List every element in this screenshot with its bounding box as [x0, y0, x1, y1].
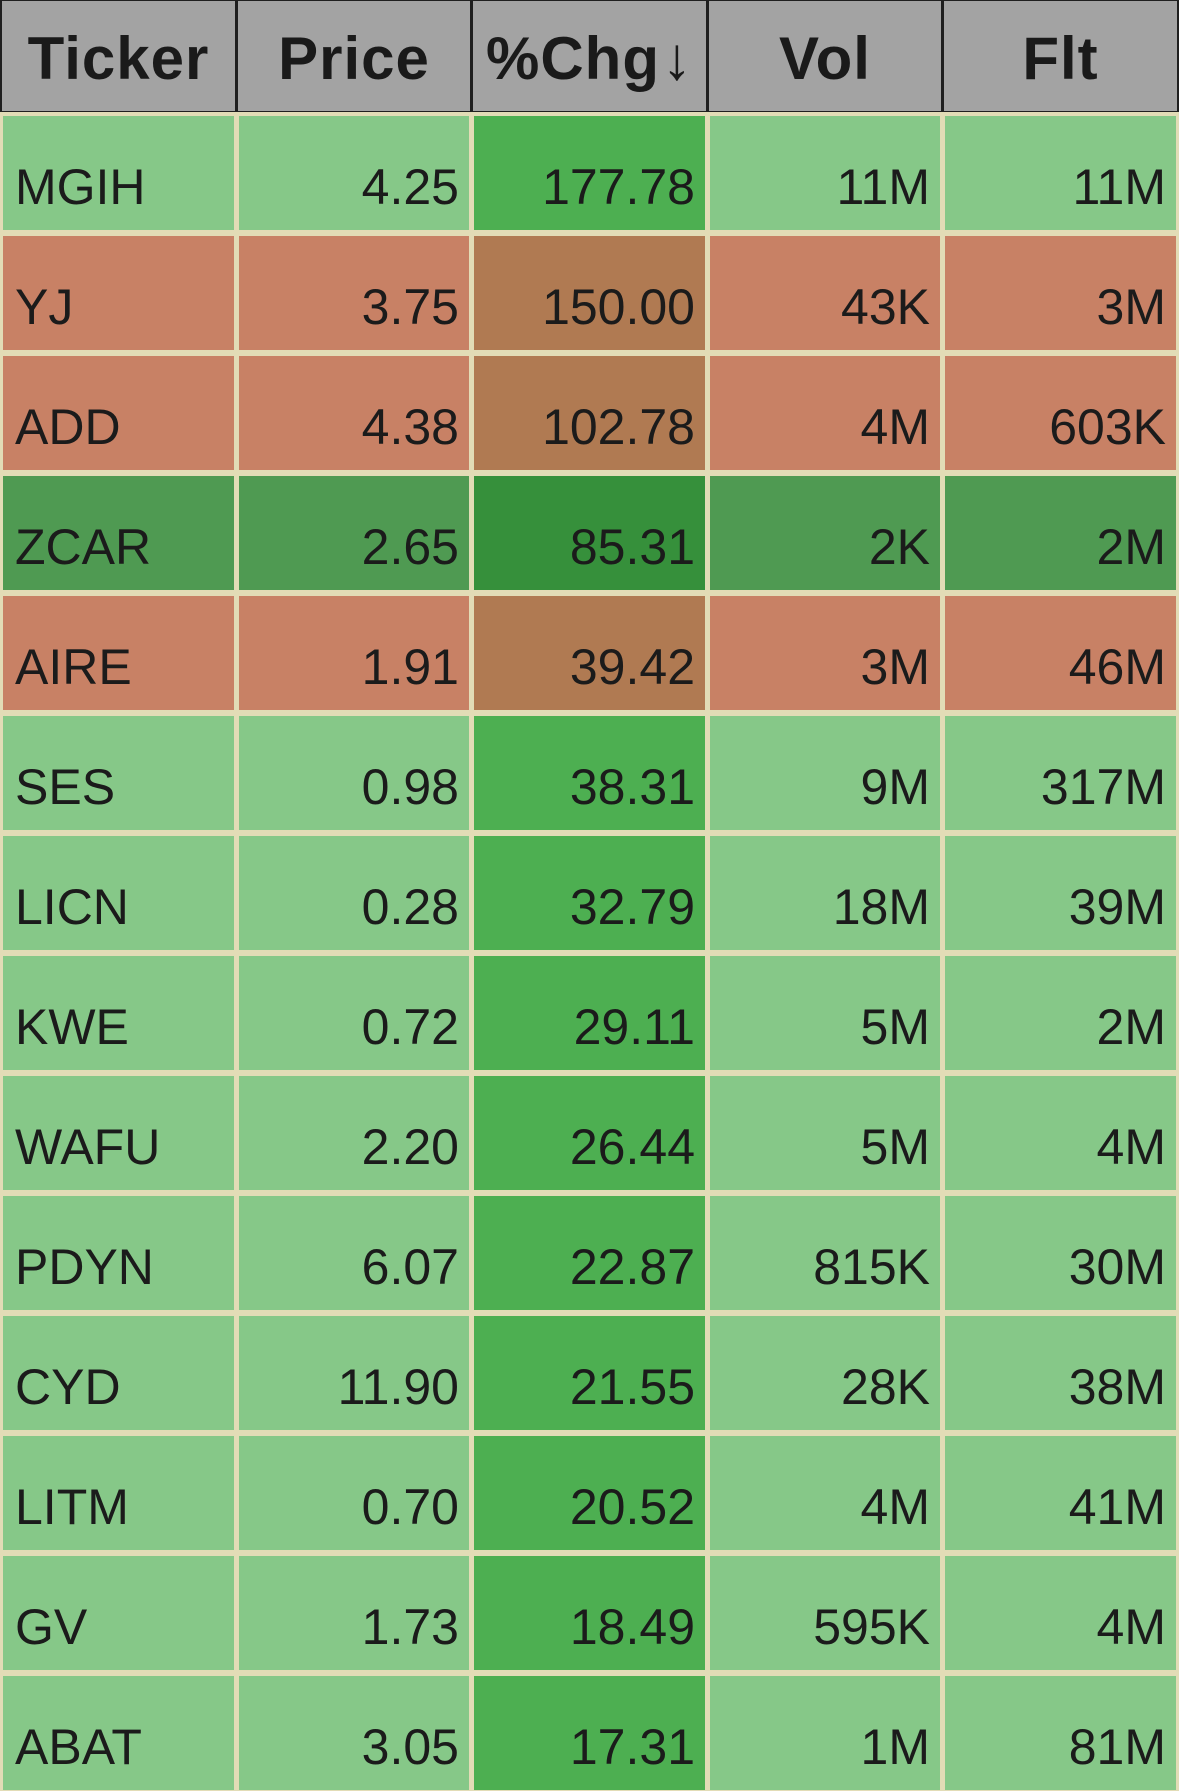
arrow-down-icon: ↓ [661, 24, 693, 92]
column-header-price-label: Price [278, 24, 430, 92]
column-header-ticker-label: Ticker [27, 24, 210, 92]
column-header-ticker[interactable]: Ticker [2, 1, 235, 111]
cell-chg: 177.78 [474, 116, 705, 230]
cell-flt: 2M [945, 956, 1176, 1070]
cell-ticker: PDYN [3, 1196, 234, 1310]
cell-chg: 150.00 [474, 236, 705, 350]
cell-chg: 102.78 [474, 356, 705, 470]
cell-vol: 18M [710, 836, 940, 950]
cell-chg: 22.87 [474, 1196, 705, 1310]
table-row[interactable]: AIRE 1.91 39.42 3M 46M [0, 596, 1179, 710]
cell-flt: 39M [945, 836, 1176, 950]
cell-price: 3.05 [239, 1676, 469, 1790]
cell-price: 6.07 [239, 1196, 469, 1310]
cell-ticker: MGIH [3, 116, 234, 230]
table-row[interactable]: KWE 0.72 29.11 5M 2M [0, 956, 1179, 1070]
cell-vol: 1M [710, 1676, 940, 1790]
table-row[interactable]: PDYN 6.07 22.87 815K 30M [0, 1196, 1179, 1310]
table-row[interactable]: MGIH 4.25 177.78 11M 11M [0, 116, 1179, 230]
column-header-flt-label: Flt [1022, 24, 1099, 92]
cell-price: 1.91 [239, 596, 469, 710]
cell-vol: 2K [710, 476, 940, 590]
cell-vol: 11M [710, 116, 940, 230]
table-row[interactable]: ZCAR 2.65 85.31 2K 2M [0, 476, 1179, 590]
cell-flt: 81M [945, 1676, 1176, 1790]
cell-price: 4.38 [239, 356, 469, 470]
cell-price: 1.73 [239, 1556, 469, 1670]
table-row[interactable]: WAFU 2.20 26.44 5M 4M [0, 1076, 1179, 1190]
cell-vol: 9M [710, 716, 940, 830]
cell-flt: 41M [945, 1436, 1176, 1550]
cell-flt: 46M [945, 596, 1176, 710]
cell-chg: 20.52 [474, 1436, 705, 1550]
cell-price: 4.25 [239, 116, 469, 230]
cell-chg: 17.31 [474, 1676, 705, 1790]
table-row[interactable]: ABAT 3.05 17.31 1M 81M [0, 1676, 1179, 1790]
cell-ticker: YJ [3, 236, 234, 350]
cell-vol: 4M [710, 1436, 940, 1550]
cell-price: 0.28 [239, 836, 469, 950]
table-row[interactable]: SES 0.98 38.31 9M 317M [0, 716, 1179, 830]
table-row[interactable]: CYD 11.90 21.55 28K 38M [0, 1316, 1179, 1430]
cell-ticker: ZCAR [3, 476, 234, 590]
table-row[interactable]: ADD 4.38 102.78 4M 603K [0, 356, 1179, 470]
column-header-flt[interactable]: Flt [944, 1, 1177, 111]
cell-ticker: SES [3, 716, 234, 830]
cell-chg: 21.55 [474, 1316, 705, 1430]
cell-flt: 11M [945, 116, 1176, 230]
cell-ticker: GV [3, 1556, 234, 1670]
cell-flt: 317M [945, 716, 1176, 830]
cell-chg: 26.44 [474, 1076, 705, 1190]
cell-ticker: KWE [3, 956, 234, 1070]
cell-ticker: ADD [3, 356, 234, 470]
cell-ticker: CYD [3, 1316, 234, 1430]
table-row[interactable]: GV 1.73 18.49 595K 4M [0, 1556, 1179, 1670]
column-header-vol[interactable]: Vol [709, 1, 941, 111]
cell-chg: 85.31 [474, 476, 705, 590]
cell-flt: 4M [945, 1556, 1176, 1670]
cell-chg: 18.49 [474, 1556, 705, 1670]
cell-price: 3.75 [239, 236, 469, 350]
cell-price: 11.90 [239, 1316, 469, 1430]
column-header-chg[interactable]: %Chg ↓ [473, 1, 706, 111]
cell-ticker: AIRE [3, 596, 234, 710]
cell-price: 0.98 [239, 716, 469, 830]
cell-chg: 38.31 [474, 716, 705, 830]
cell-price: 0.72 [239, 956, 469, 1070]
table-row[interactable]: LICN 0.28 32.79 18M 39M [0, 836, 1179, 950]
cell-vol: 5M [710, 1076, 940, 1190]
cell-price: 2.65 [239, 476, 469, 590]
table-header-row: Ticker Price %Chg ↓ Vol Flt [0, 0, 1179, 112]
cell-vol: 28K [710, 1316, 940, 1430]
table-row[interactable]: LITM 0.70 20.52 4M 41M [0, 1436, 1179, 1550]
cell-flt: 603K [945, 356, 1176, 470]
cell-flt: 30M [945, 1196, 1176, 1310]
cell-ticker: LITM [3, 1436, 234, 1550]
cell-flt: 3M [945, 236, 1176, 350]
cell-price: 2.20 [239, 1076, 469, 1190]
cell-price: 0.70 [239, 1436, 469, 1550]
cell-vol: 595K [710, 1556, 940, 1670]
cell-vol: 5M [710, 956, 940, 1070]
cell-vol: 3M [710, 596, 940, 710]
cell-ticker: LICN [3, 836, 234, 950]
column-header-vol-label: Vol [779, 24, 871, 92]
cell-flt: 2M [945, 476, 1176, 590]
cell-chg: 29.11 [474, 956, 705, 1070]
cell-chg: 39.42 [474, 596, 705, 710]
cell-vol: 815K [710, 1196, 940, 1310]
cell-vol: 43K [710, 236, 940, 350]
column-header-price[interactable]: Price [238, 1, 470, 111]
cell-ticker: WAFU [3, 1076, 234, 1190]
table-row[interactable]: YJ 3.75 150.00 43K 3M [0, 236, 1179, 350]
cell-chg: 32.79 [474, 836, 705, 950]
cell-flt: 38M [945, 1316, 1176, 1430]
cell-ticker: ABAT [3, 1676, 234, 1790]
column-header-chg-label: %Chg [486, 24, 660, 92]
cell-vol: 4M [710, 356, 940, 470]
cell-flt: 4M [945, 1076, 1176, 1190]
